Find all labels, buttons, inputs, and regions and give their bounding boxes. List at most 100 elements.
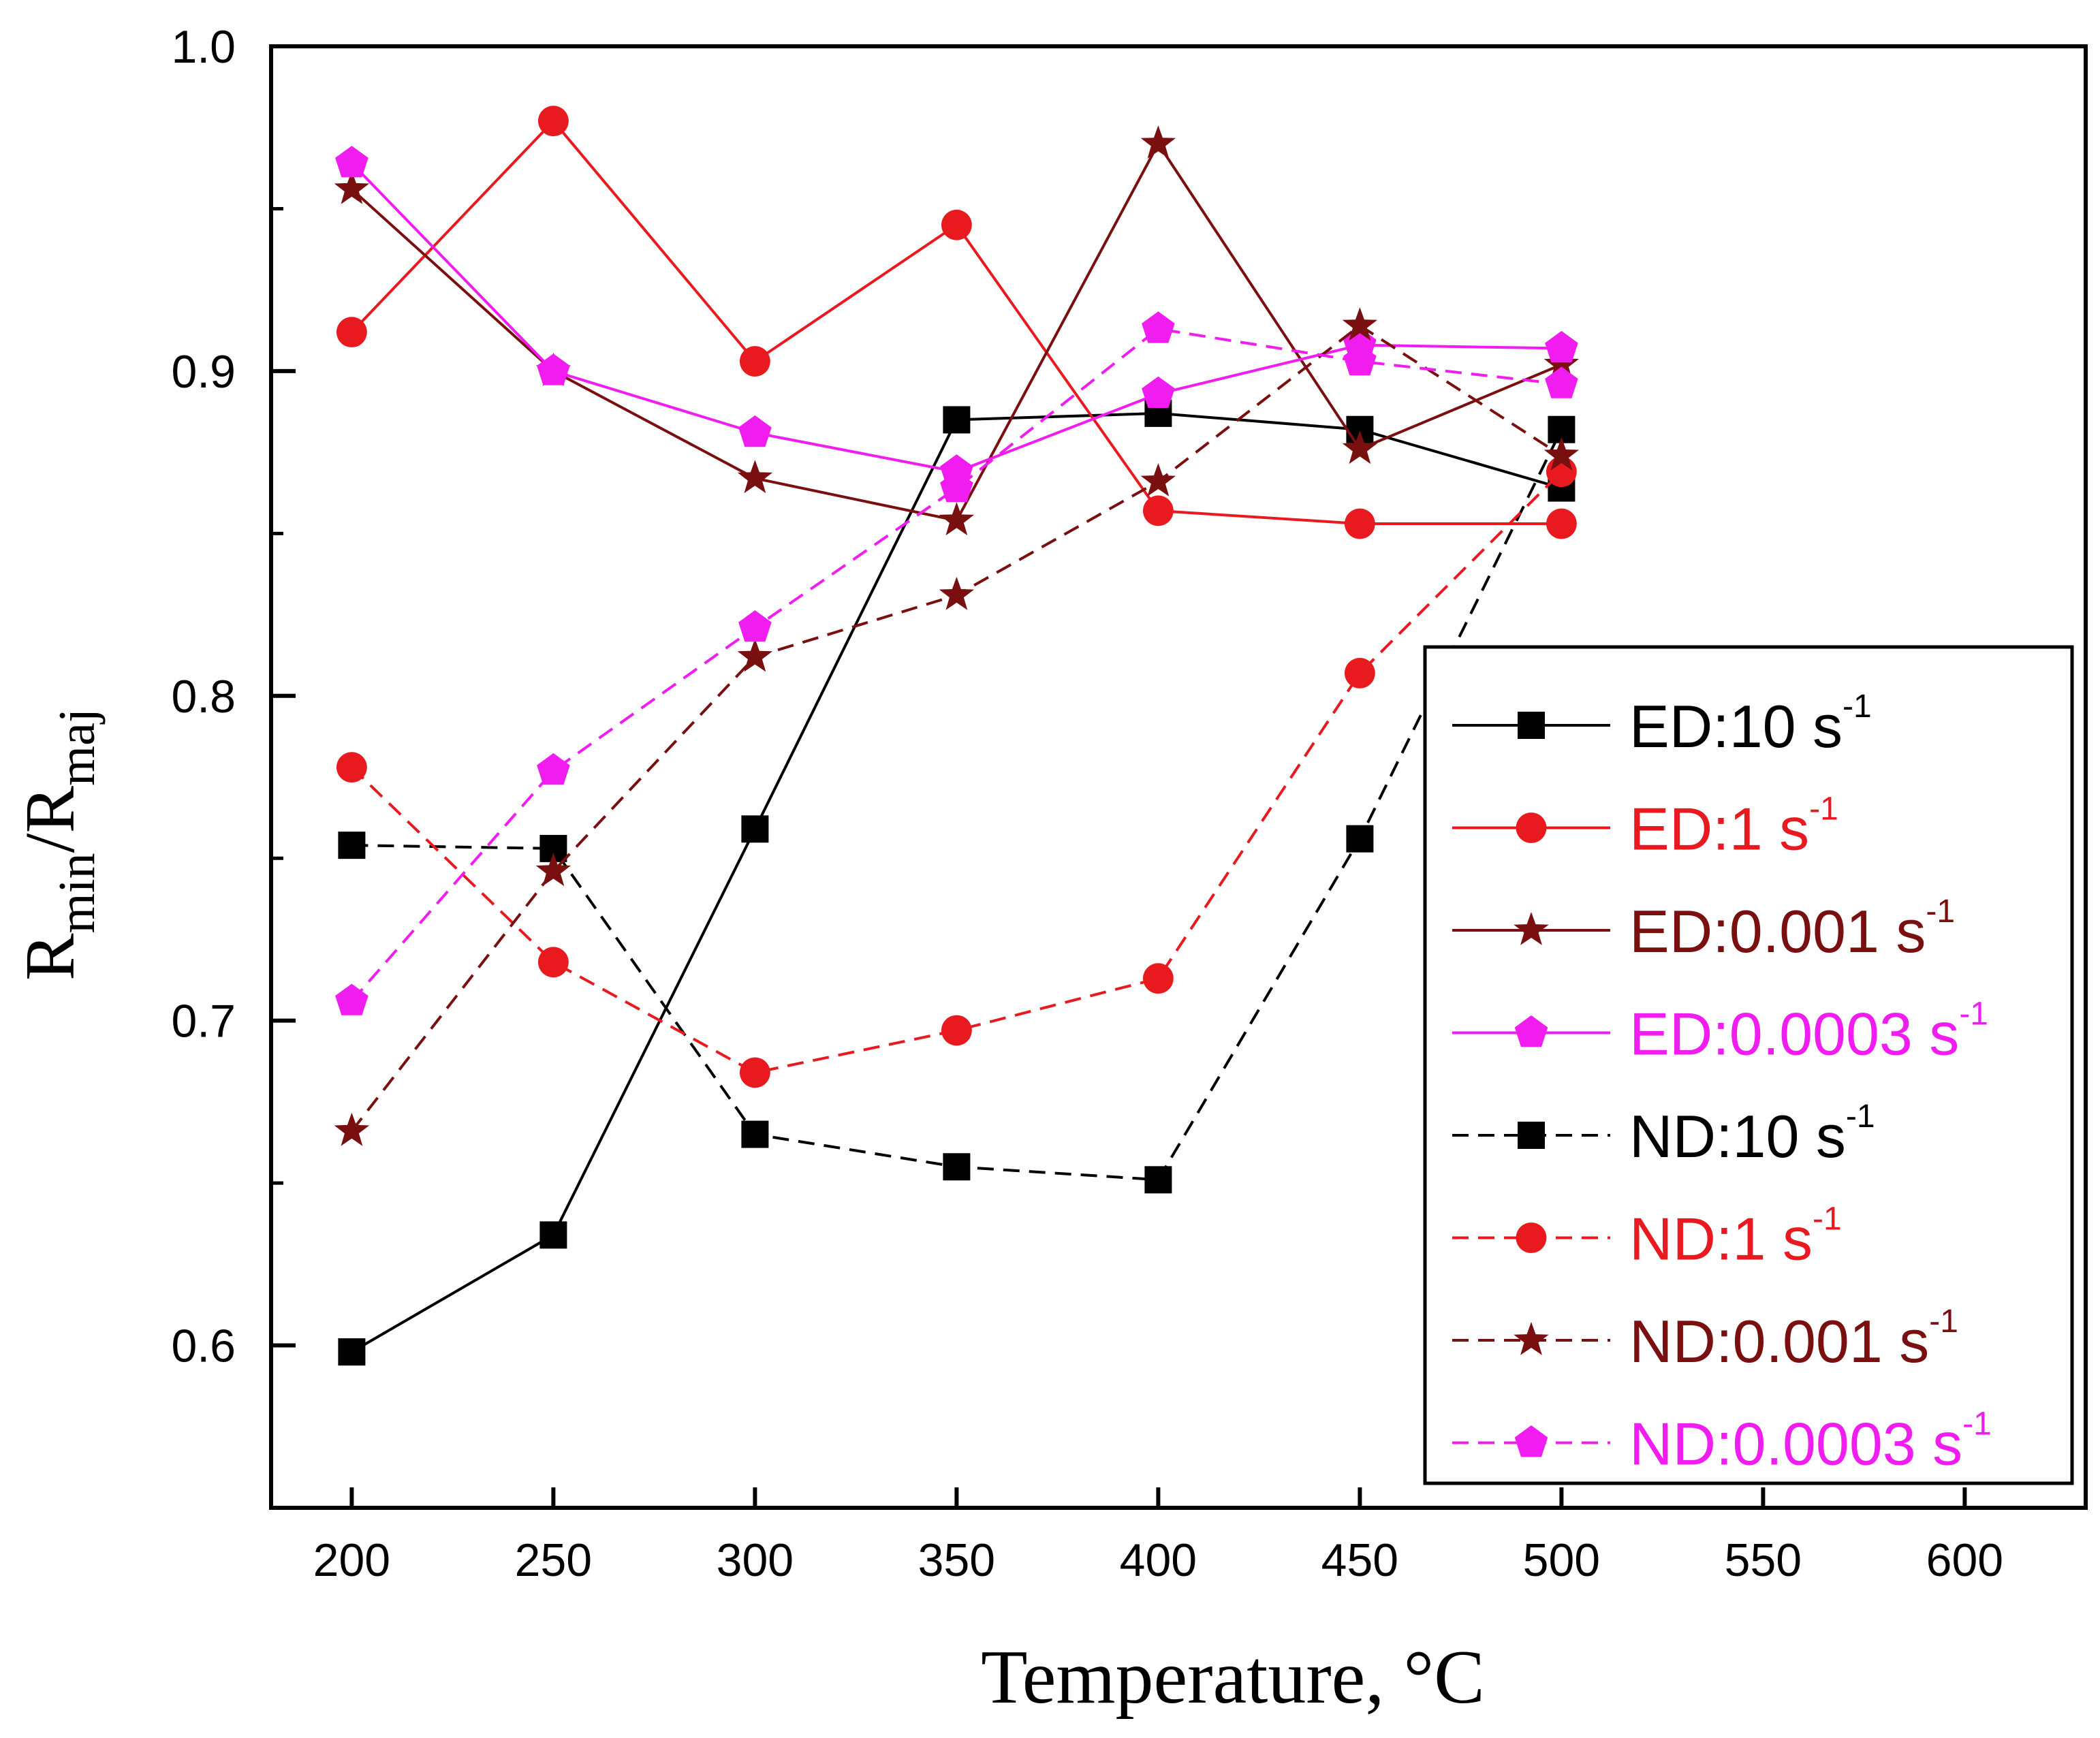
data-point-2-2 — [737, 460, 773, 494]
series-4 — [338, 415, 1576, 1194]
legend-label-2: ED:0.001 s-1 — [1629, 894, 1955, 965]
legend: ED:10 s-1ED:1 s-1ED:0.001 s-1ED:0.0003 s… — [1423, 645, 2074, 1485]
y-axis-title: Rmin/Rmaj — [11, 708, 106, 981]
legend-marker-5 — [1516, 1222, 1547, 1253]
legend-label-exponent: -1 — [1929, 1304, 1958, 1340]
y-title-r1: R — [11, 933, 89, 981]
legend-label-exponent: -1 — [1809, 791, 1838, 827]
data-point-4-5 — [1346, 825, 1374, 853]
data-point-5-1 — [538, 947, 569, 978]
data-point-7-5 — [1343, 344, 1377, 376]
data-point-3-6 — [1545, 330, 1578, 363]
data-point-0-0 — [338, 1338, 366, 1366]
legend-label-name: ED:1 s — [1629, 795, 1809, 863]
data-point-6-6 — [1543, 437, 1580, 471]
data-point-1-0 — [336, 317, 367, 348]
data-point-2-4 — [1140, 125, 1176, 159]
legend-label-0: ED:10 s-1 — [1629, 689, 1872, 760]
series-7 — [335, 311, 1578, 1015]
data-point-6-1 — [535, 853, 571, 887]
plot-frame — [269, 44, 2088, 1510]
legend-marker-0 — [1518, 712, 1545, 739]
x-tick-label-250: 250 — [515, 1534, 592, 1586]
data-point-4-2 — [741, 1120, 769, 1148]
data-point-2-3 — [939, 502, 975, 536]
y-title-r2: R — [11, 785, 89, 833]
data-point-4-0 — [338, 832, 366, 859]
legend-label-name: ED:0.0003 s — [1629, 1000, 1959, 1068]
data-point-4-4 — [1144, 1166, 1172, 1194]
y-tick-label-0.7: 0.7 — [171, 996, 236, 1047]
data-point-6-4 — [1140, 463, 1176, 496]
data-point-1-1 — [538, 106, 569, 137]
x-tick-label-300: 300 — [717, 1534, 794, 1586]
x-axis-title: Temperature, °C — [981, 1635, 1485, 1720]
data-point-1-6 — [1546, 508, 1577, 539]
legend-label-exponent: -1 — [1813, 1201, 1842, 1237]
y-tick-label-1: 1.0 — [171, 21, 236, 73]
legend-label-exponent: -1 — [1959, 996, 1988, 1032]
x-tick-label-500: 500 — [1523, 1534, 1600, 1586]
legend-label-name: ND:0.001 s — [1629, 1308, 1929, 1375]
data-point-1-4 — [1143, 495, 1174, 526]
legend-label-exponent: -1 — [1962, 1406, 1992, 1442]
data-point-5-4 — [1143, 963, 1174, 994]
legend-label-exponent: -1 — [1843, 689, 1872, 725]
legend-marker-6 — [1514, 1322, 1549, 1355]
data-point-6-3 — [939, 576, 975, 610]
data-point-5-0 — [336, 752, 367, 783]
legend-label-name: ND:1 s — [1629, 1205, 1813, 1273]
legend-label-1: ED:1 s-1 — [1629, 791, 1838, 863]
legend-label-name: ED:10 s — [1629, 693, 1843, 760]
series-0 — [338, 399, 1576, 1366]
legend-label-5: ND:1 s-1 — [1629, 1201, 1842, 1273]
data-point-7-6 — [1545, 366, 1578, 398]
data-point-6-0 — [334, 1112, 370, 1146]
data-point-7-1 — [537, 753, 570, 785]
data-point-0-3 — [943, 406, 971, 434]
data-point-3-4 — [1142, 376, 1175, 408]
data-point-1-2 — [740, 346, 770, 377]
data-point-5-2 — [740, 1057, 770, 1088]
y-title-sub-maj: maj — [48, 708, 106, 786]
legend-marker-1 — [1516, 812, 1547, 843]
data-point-2-0 — [334, 170, 370, 204]
x-tick-label-400: 400 — [1120, 1534, 1197, 1586]
x-tick-label-600: 600 — [1926, 1534, 2003, 1586]
data-point-5-5 — [1345, 657, 1375, 689]
legend-marker-3 — [1514, 1015, 1548, 1047]
data-point-0-1 — [539, 1221, 567, 1249]
data-point-0-2 — [741, 815, 769, 843]
series-1 — [336, 106, 1577, 539]
data-point-3-2 — [738, 415, 772, 447]
data-point-5-3 — [941, 1015, 972, 1046]
data-point-6-5 — [1342, 307, 1378, 341]
y-title-sub-min: min — [48, 853, 106, 933]
data-point-3-0 — [335, 146, 369, 178]
x-tick-label-550: 550 — [1725, 1534, 1802, 1586]
legend-label-name: ND:10 s — [1629, 1103, 1846, 1170]
legend-marker-4 — [1518, 1122, 1545, 1149]
y-title-slash: / — [11, 833, 89, 853]
y-tick-label-0.9: 0.9 — [171, 346, 236, 398]
legend-marker-7 — [1514, 1425, 1548, 1457]
legend-marker-2 — [1514, 912, 1549, 945]
data-point-6-2 — [737, 638, 773, 672]
data-point-1-5 — [1345, 508, 1375, 539]
legend-label-4: ND:10 s-1 — [1629, 1099, 1875, 1170]
data-point-2-5 — [1342, 430, 1378, 464]
axis-ticks: 200 250 300 350 400 450 500 550 600 0.6 0.7 0.8 0.9 1… — [171, 21, 2003, 1586]
legend-label-6: ND:0.001 s-1 — [1629, 1304, 1958, 1375]
data-point-7-4 — [1142, 311, 1175, 343]
legend-label-7: ND:0.0003 s-1 — [1629, 1406, 1992, 1478]
legend-label-name: ED:0.001 s — [1629, 898, 1926, 965]
y-tick-label-0.8: 0.8 — [171, 671, 236, 723]
data-point-7-2 — [738, 610, 772, 642]
x-tick-label-450: 450 — [1321, 1534, 1398, 1586]
data-point-2-6 — [1543, 346, 1580, 380]
x-tick-label-350: 350 — [918, 1534, 995, 1586]
legend-label-exponent: -1 — [1926, 894, 1955, 930]
data-point-3-1 — [537, 353, 570, 385]
